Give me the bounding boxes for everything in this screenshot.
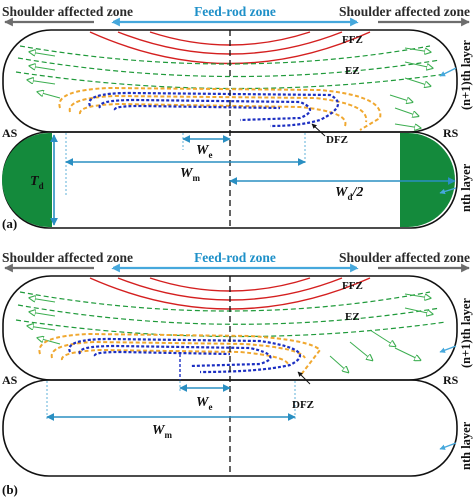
lower-layer-label-b: nth layer [459, 421, 473, 470]
wd-sub-a: d [347, 192, 352, 202]
we-sub-a: e [208, 150, 212, 160]
green-fill-left-a [2, 133, 52, 227]
zone-label-center-b: Feed-rod zone [194, 250, 276, 265]
ez-lines-a [15, 45, 447, 90]
blue-bands-b [68, 337, 302, 374]
td-main-a: T [30, 174, 40, 189]
panel-a: Shoulder affected zone Feed-rod zone Sho… [2, 4, 473, 231]
wm-sub-a: m [192, 173, 200, 183]
dfz-label-b: DFZ [292, 399, 314, 411]
wd-main-a: W [335, 185, 349, 200]
zone-label-left-a: Shoulder affected zone [2, 4, 133, 19]
flow-arrows-a [28, 47, 432, 128]
as-label-a: AS [2, 126, 18, 140]
wm-main-b: W [152, 423, 166, 438]
green-fill-right-a [400, 133, 455, 227]
guides-a [65, 133, 306, 195]
lower-layer-pointer-a [439, 187, 457, 195]
zone-header-a: Shoulder affected zone Feed-rod zone Sho… [2, 4, 470, 27]
td-sub-a: d [39, 181, 44, 191]
zone-label-right-a: Shoulder affected zone [339, 4, 470, 19]
orange-bands-a [58, 86, 382, 131]
lower-layer-pointer-b [439, 442, 457, 450]
rs-label-b: RS [443, 373, 459, 387]
wd-label-a: Wd/2 [335, 185, 363, 202]
lower-layer-label-a: nth layer [459, 163, 473, 212]
we-sub-b: e [208, 402, 212, 412]
zone-label-center-a: Feed-rod zone [194, 4, 276, 19]
rs-label-a: RS [443, 126, 459, 140]
ez-lines-b [15, 291, 447, 338]
upper-layer-pointer-a [439, 67, 457, 77]
panel-label-b: (b) [2, 482, 18, 497]
dfz-pointer-b [297, 371, 311, 385]
upper-layer-label-a: (n+1)th layer [459, 40, 473, 110]
zone-label-left-b: Shoulder affected zone [2, 250, 133, 265]
upper-layer-pointer-b [439, 345, 457, 353]
zone-header-b: Shoulder affected zone Feed-rod zone Sho… [2, 250, 470, 273]
we-main-a: W [196, 143, 210, 158]
we-label-b: We [196, 395, 212, 412]
zone-label-right-b: Shoulder affected zone [339, 250, 470, 265]
wd-suffix-a: /2 [351, 185, 363, 200]
we-main-b: W [196, 395, 210, 410]
ffz-label-a: FFZ [342, 34, 363, 46]
td-label-a: Td [30, 174, 44, 191]
panel-label-a: (a) [2, 216, 17, 231]
blue-bands-a [88, 91, 340, 128]
upper-layer-label-b: (n+1)th layer [459, 298, 473, 368]
wm-label-b: Wm [152, 423, 172, 440]
guides-b [46, 381, 296, 420]
dfz-label-a: DFZ [326, 134, 348, 146]
we-label-a: We [196, 143, 212, 160]
ffz-lines-a [89, 31, 371, 65]
wm-main-a: W [180, 166, 194, 181]
flow-arrows-b [28, 293, 432, 372]
as-label-b: AS [2, 373, 18, 387]
dfz-pointer-a [311, 123, 326, 137]
ffz-label-b: FFZ [342, 280, 363, 292]
panel-b: Shoulder affected zone Feed-rod zone Sho… [2, 250, 473, 497]
wm-sub-b: m [164, 430, 172, 440]
ez-label-a: EZ [345, 65, 360, 77]
ez-label-b: EZ [345, 311, 360, 323]
ffz-lines-b [89, 277, 371, 310]
wm-label-a: Wm [180, 166, 200, 183]
